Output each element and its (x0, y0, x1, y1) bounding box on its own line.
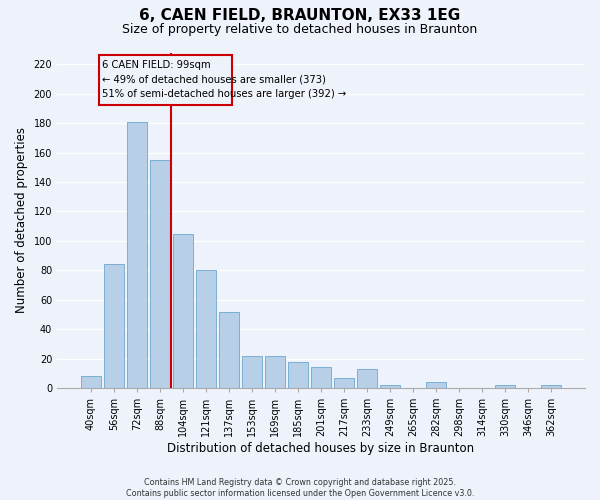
Text: 6, CAEN FIELD, BRAUNTON, EX33 1EG: 6, CAEN FIELD, BRAUNTON, EX33 1EG (139, 8, 461, 22)
Bar (150, 160, 170, 388)
Text: Contains HM Land Registry data © Crown copyright and database right 2025.
Contai: Contains HM Land Registry data © Crown c… (126, 478, 474, 498)
Y-axis label: Number of detached properties: Number of detached properties (15, 128, 28, 314)
Bar (196, 270, 216, 388)
Text: 51% of semi-detached houses are larger (392) →: 51% of semi-detached houses are larger (… (103, 90, 347, 100)
Bar (81, 376, 101, 388)
Bar (541, 385, 561, 388)
Bar (104, 264, 124, 388)
X-axis label: Distribution of detached houses by size in Braunton: Distribution of detached houses by size … (167, 442, 475, 455)
Bar (380, 385, 400, 388)
Bar (311, 368, 331, 388)
Bar (334, 378, 354, 388)
Bar (219, 312, 239, 388)
Bar (242, 356, 262, 388)
Bar (127, 122, 146, 388)
Bar (265, 356, 285, 388)
Text: ← 49% of detached houses are smaller (373): ← 49% of detached houses are smaller (37… (103, 74, 326, 85)
Bar (496, 385, 515, 388)
Bar (427, 382, 446, 388)
Text: Size of property relative to detached houses in Braunton: Size of property relative to detached ho… (122, 22, 478, 36)
Bar (173, 234, 193, 388)
FancyBboxPatch shape (99, 56, 232, 106)
Bar (288, 362, 308, 388)
Text: 6 CAEN FIELD: 99sqm: 6 CAEN FIELD: 99sqm (103, 60, 211, 70)
Bar (357, 369, 377, 388)
